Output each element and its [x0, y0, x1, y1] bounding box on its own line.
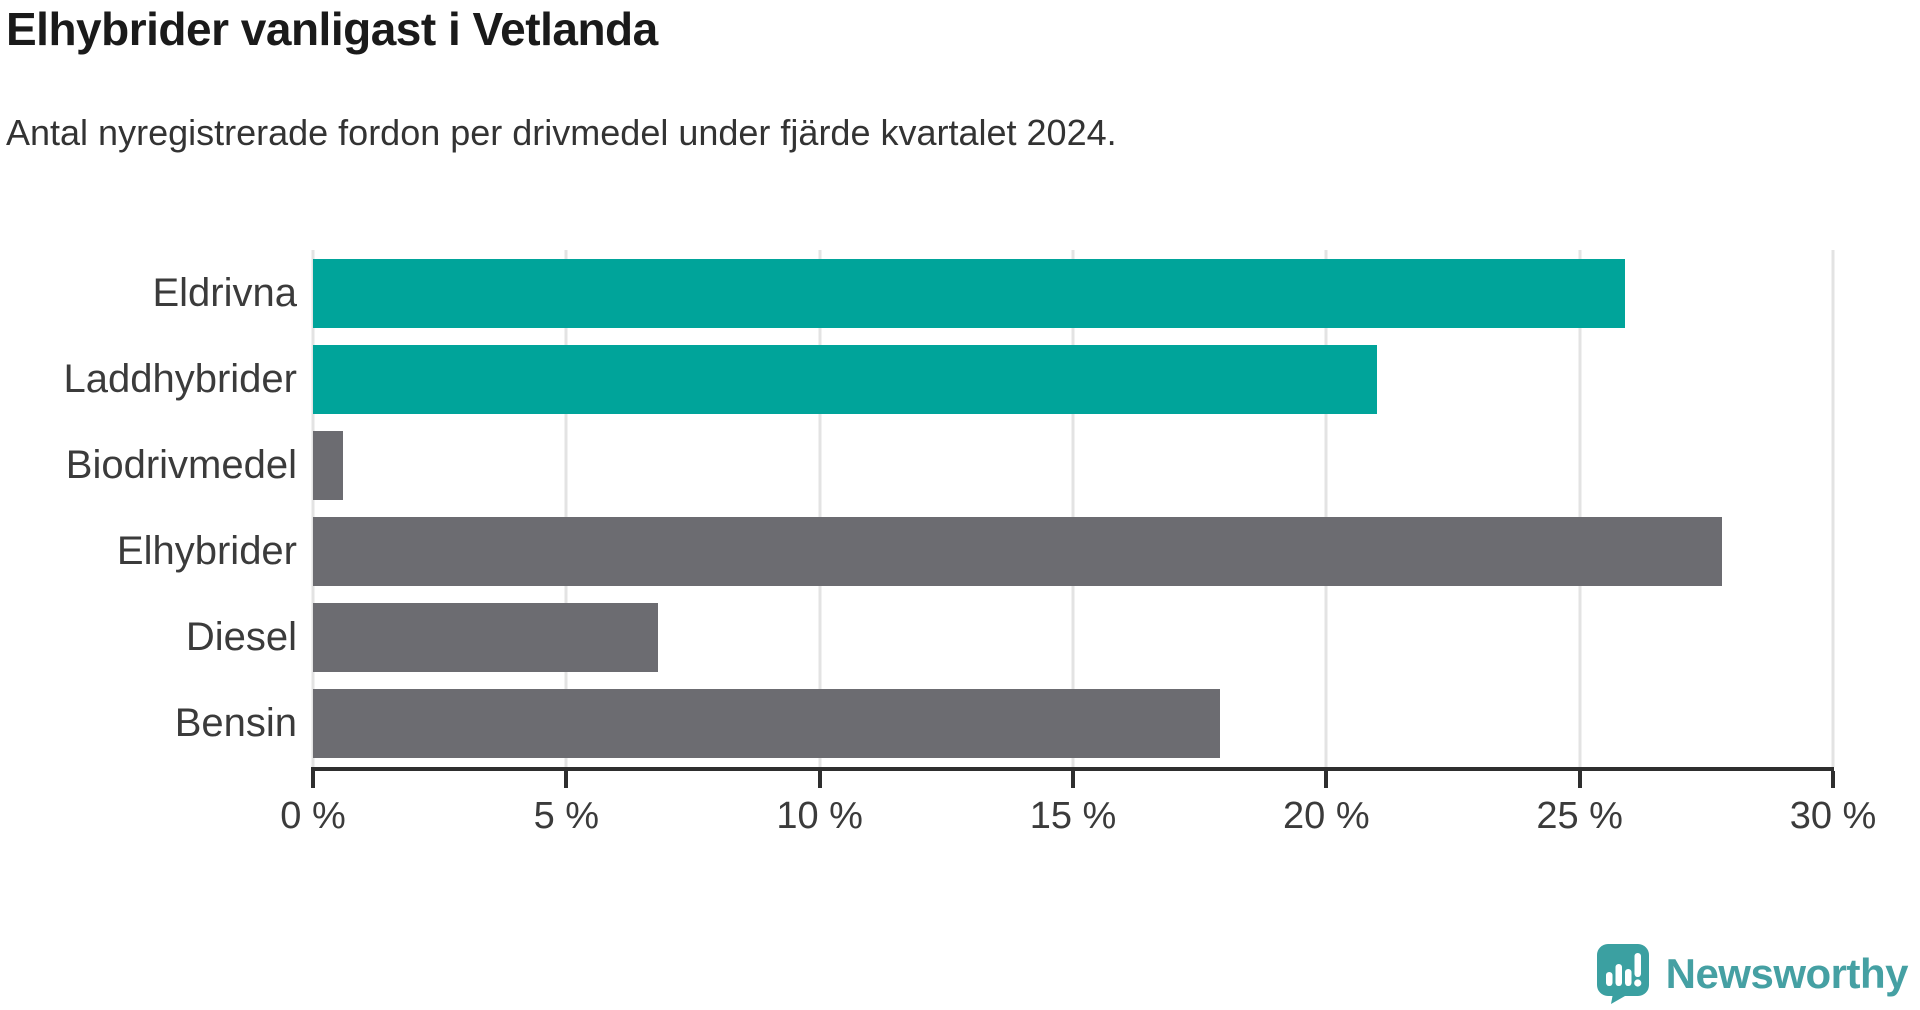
bars-container [313, 250, 1833, 767]
x-tick-5 [564, 771, 569, 788]
bar-diesel [313, 603, 658, 673]
bar-chart: Eldrivna Laddhybrider Biodrivmedel Elhybrid… [0, 250, 1920, 850]
newsworthy-logo-text: Newsworthy [1665, 950, 1909, 997]
category-label-laddhybrider: Laddhybrider [63, 356, 298, 401]
bar-row [313, 681, 1833, 767]
x-tick-10 [817, 771, 822, 788]
logo-bar-tall [1615, 964, 1622, 986]
bar-row [313, 422, 1833, 508]
logo-exclamation-bar [1634, 953, 1641, 977]
x-tick-20 [1324, 771, 1329, 788]
newsworthy-logo-icon [1596, 944, 1649, 1004]
bar-row [313, 336, 1833, 422]
x-tick-label-25: 25 % [1536, 795, 1623, 837]
gridline-25 [1578, 250, 1582, 767]
category-label-eldrivna: Eldrivna [152, 270, 297, 315]
bar-row [313, 250, 1833, 336]
bar-biodrivmedel [313, 430, 344, 500]
x-tick-30 [1831, 771, 1835, 788]
x-tick-25 [1577, 771, 1582, 788]
x-tick-label-10: 10 % [776, 795, 863, 837]
gridline-10 [818, 250, 822, 767]
gridline-0 [311, 250, 315, 767]
x-tick-label-5: 5 % [533, 795, 600, 837]
x-tick-0 [311, 771, 315, 788]
category-axis: Eldrivna Laddhybrider Biodrivmedel Elhybrid… [0, 250, 298, 767]
logo-exclamation-dot [1633, 979, 1641, 987]
x-axis-line [311, 767, 1834, 771]
chart-title: Elhybrider vanligast i Vetlanda [6, 3, 658, 55]
x-tick-label-20: 20 % [1283, 795, 1370, 837]
gridline-20 [1324, 250, 1328, 767]
chart-subtitle: Antal nyregistrerade fordon per drivmede… [6, 112, 1117, 153]
bar-eldrivna [313, 258, 1626, 328]
category-label-bensin: Bensin [174, 701, 297, 746]
plot-area [311, 250, 1835, 767]
x-tick-label-30: 30 % [1789, 795, 1877, 837]
category-label-diesel: Diesel [185, 615, 297, 660]
newsworthy-logo: Newsworthy [1596, 944, 1909, 1004]
gridline-15 [1071, 250, 1075, 767]
bar-row [313, 595, 1833, 681]
bar-laddhybrider [313, 344, 1377, 414]
gridline-5 [564, 250, 568, 767]
x-tick-label-0: 0 % [280, 795, 346, 837]
logo-bar-mid [1624, 969, 1632, 986]
bar-row [313, 509, 1833, 595]
category-label-biodrivmedel: Biodrivmedel [65, 442, 297, 487]
bar-bensin [313, 689, 1220, 759]
x-tick-label-15: 15 % [1029, 795, 1117, 837]
bar-elhybrider [313, 517, 1722, 587]
logo-bar-short [1605, 972, 1613, 986]
x-tick-15 [1071, 771, 1075, 788]
gridline-30 [1831, 250, 1835, 767]
category-label-elhybrider: Elhybrider [116, 529, 297, 574]
